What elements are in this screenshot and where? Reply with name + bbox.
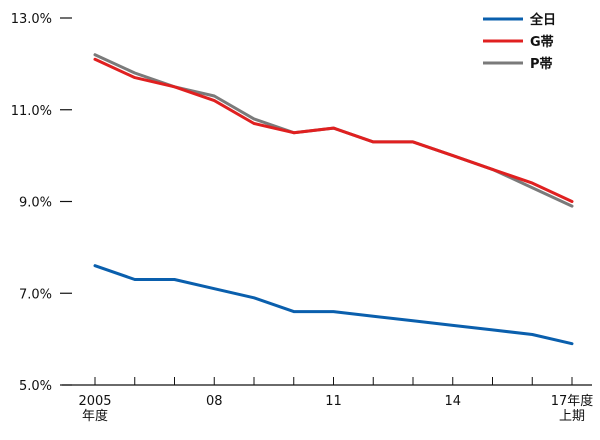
series-layer bbox=[93, 53, 574, 346]
y-tick-label: 9.0% bbox=[19, 196, 52, 211]
x-tick-label: 17年度 bbox=[551, 393, 594, 409]
x-tick-label: 14 bbox=[444, 394, 461, 409]
y-tick-label: 11.0% bbox=[11, 104, 52, 119]
y-tick-label: 5.0% bbox=[19, 379, 52, 394]
series-line-1 bbox=[93, 57, 574, 203]
y-axis: 5.0% 7.0% 9.0% 11.0% 13.0% bbox=[11, 12, 72, 394]
legend-label: P帯 bbox=[530, 56, 553, 72]
legend: 全日 G帯 P帯 bbox=[483, 12, 556, 72]
y-tick-label: 13.0% bbox=[11, 12, 52, 27]
y-tick-label: 7.0% bbox=[19, 287, 52, 302]
series-line-0 bbox=[93, 264, 574, 346]
legend-label: G帯 bbox=[530, 34, 554, 50]
x-tick-label: 2005 bbox=[78, 394, 111, 409]
series-line-2 bbox=[93, 53, 574, 208]
legend-label: 全日 bbox=[529, 12, 556, 28]
x-tick-label: 08 bbox=[206, 394, 223, 409]
x-tick-label: 上期 bbox=[559, 409, 585, 424]
x-tick-label: 11 bbox=[325, 394, 342, 409]
x-tick-label: 年度 bbox=[82, 408, 108, 424]
